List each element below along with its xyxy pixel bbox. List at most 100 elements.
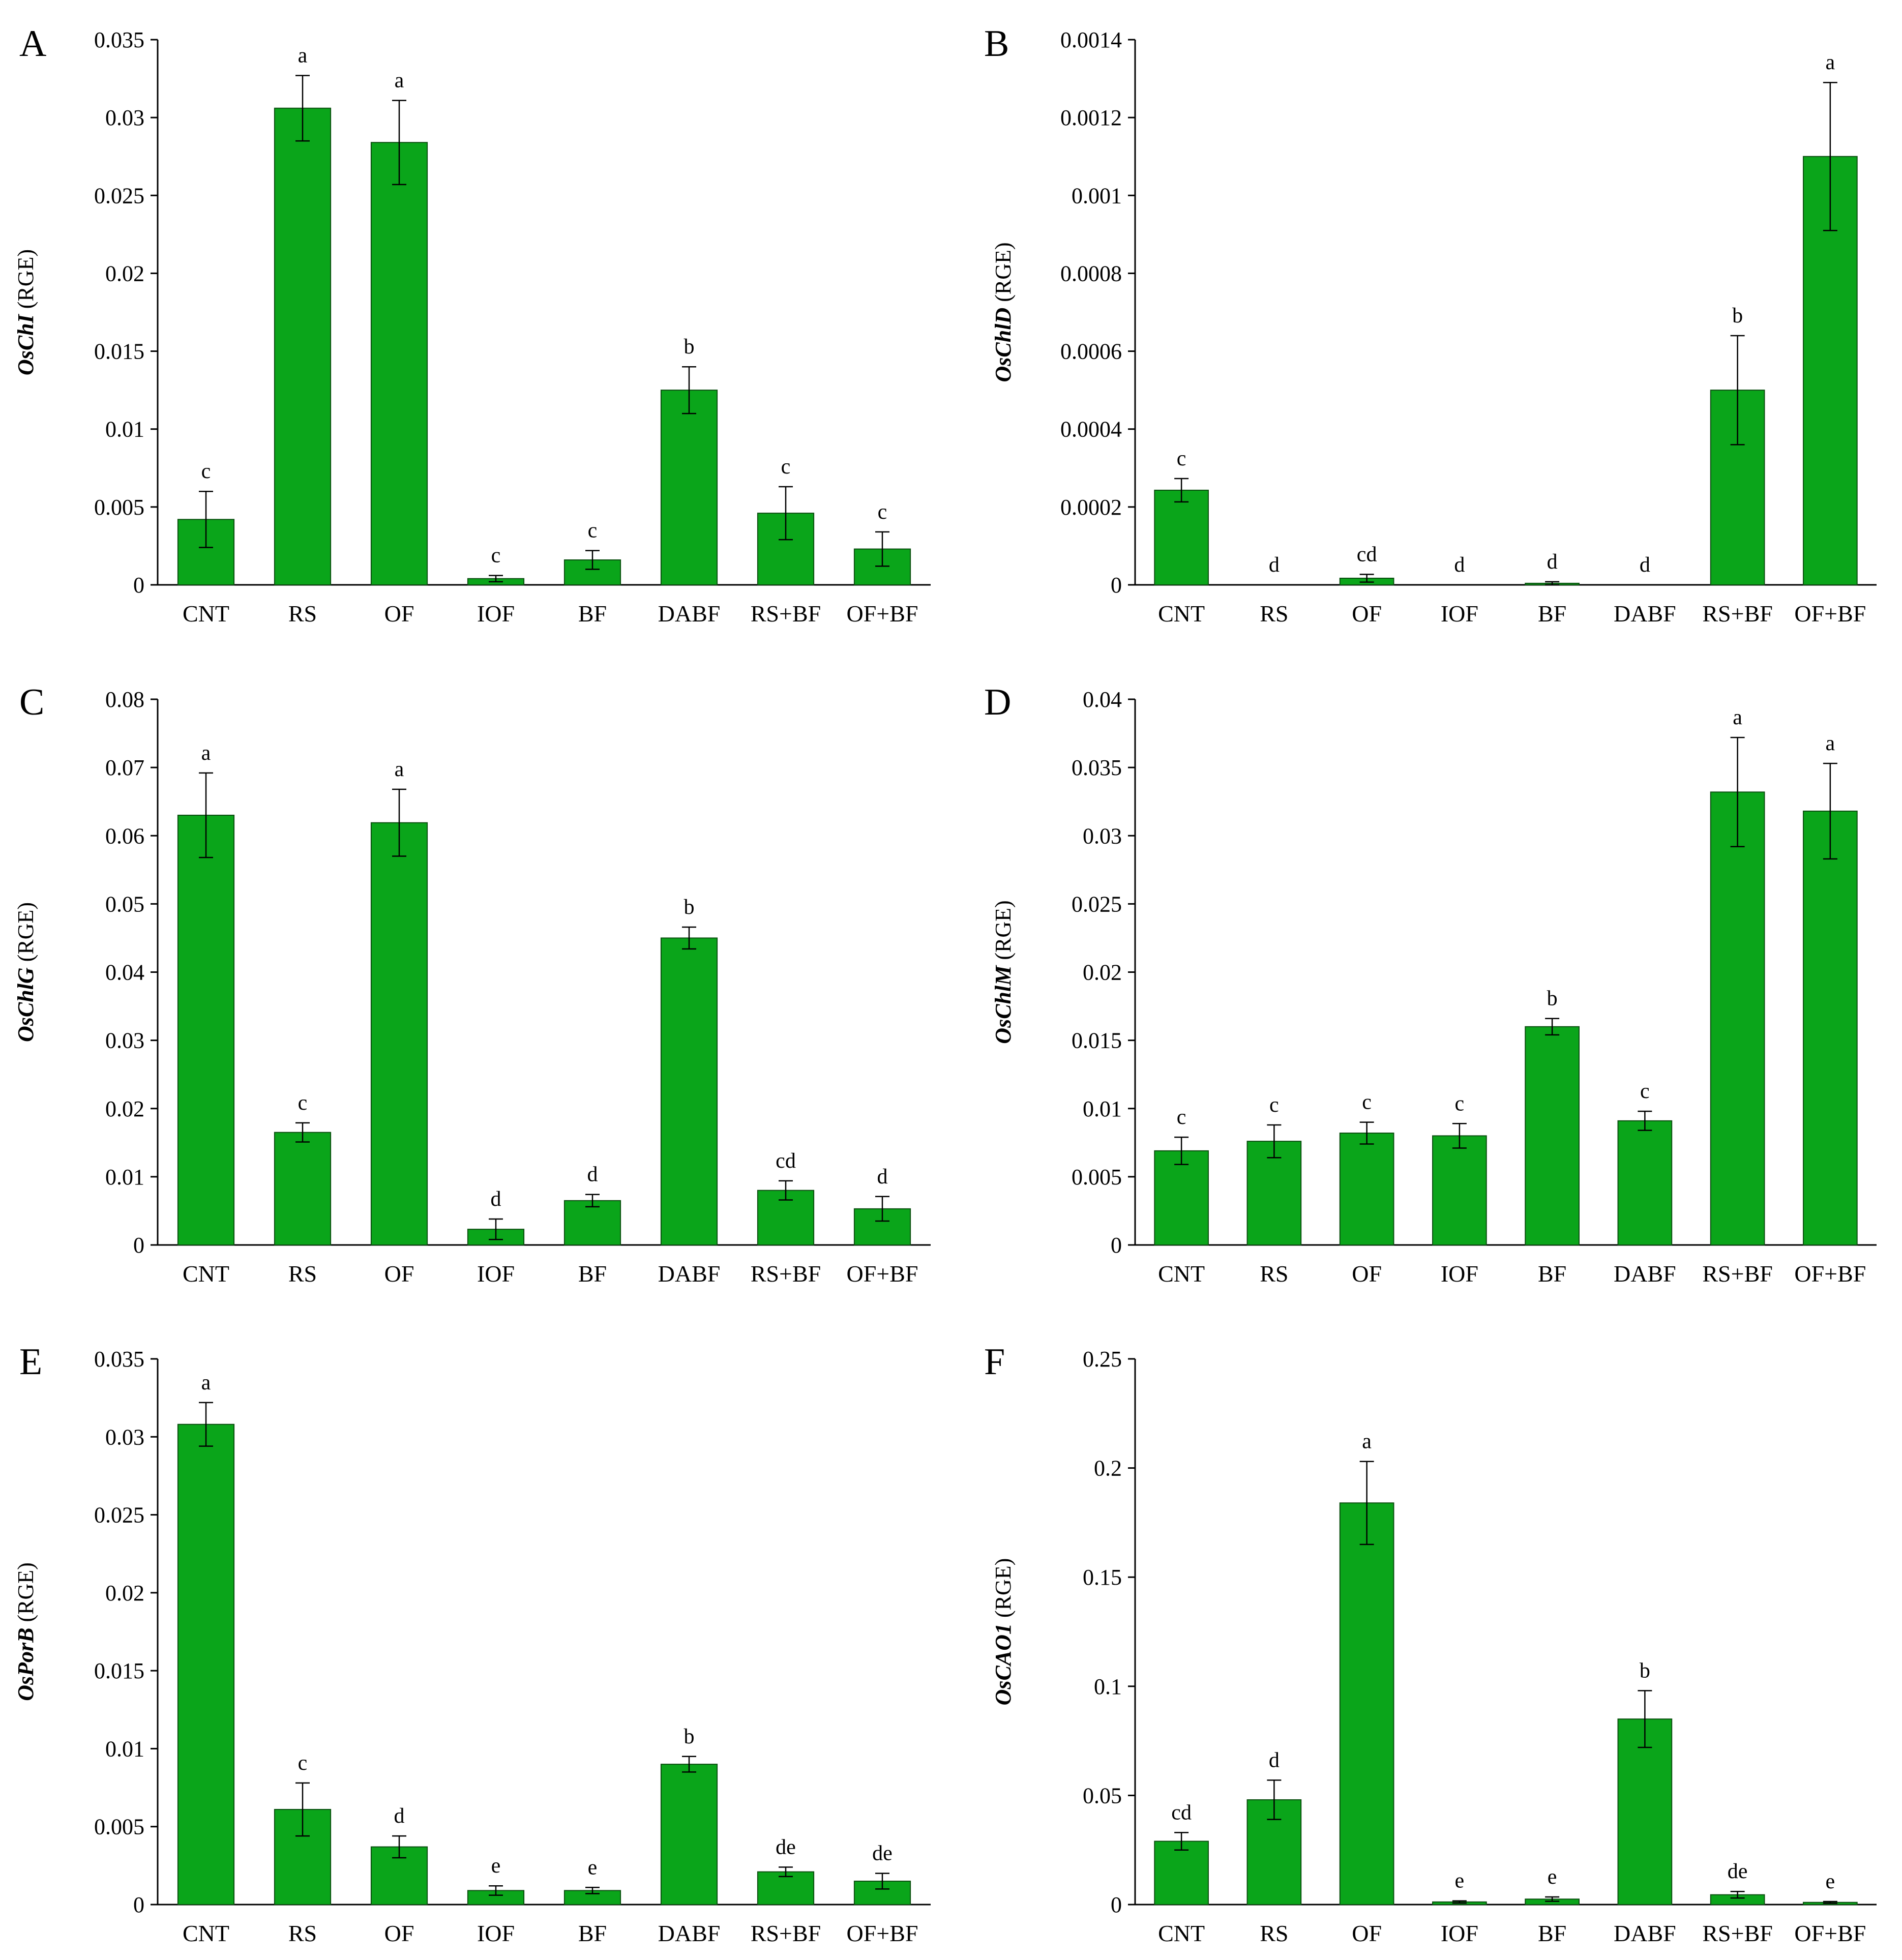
bar-DABF <box>660 937 718 1245</box>
x-tick-label: CNT <box>183 1920 229 1946</box>
error-bar-DABF <box>682 366 696 414</box>
error-bar-CNT <box>199 490 213 548</box>
error-bar-OF+BF <box>1823 762 1837 860</box>
y-axis-label: OsChI (RGE) <box>13 249 38 375</box>
y-tick-label: 0 <box>133 1892 144 1917</box>
y-tick-label: 0.05 <box>1083 1783 1122 1808</box>
significance-letter: d <box>394 1804 405 1828</box>
bar-RS+BF <box>1710 791 1765 1246</box>
significance-letter: c <box>1269 1093 1279 1117</box>
y-tick-label: 0.1 <box>1094 1674 1122 1699</box>
significance-letter: b <box>1732 304 1743 328</box>
bar-DABF <box>660 390 718 586</box>
y-tick-label: 0.0008 <box>1060 261 1122 286</box>
x-tick-label: BF <box>1538 1261 1566 1287</box>
y-tick-label: 0.03 <box>105 105 144 130</box>
bar-CNT <box>1154 1840 1209 1905</box>
significance-letter: c <box>1177 447 1186 470</box>
x-tick-label: OF+BF <box>1794 1920 1866 1946</box>
panel-C: C 0 0.01 0.02 0.03 0.04 0.05 0.06 0.07 0.08 OsChlG… <box>13 681 931 1287</box>
y-tick-label: 0.005 <box>94 495 144 520</box>
y-axis-unit: (RGE) <box>991 242 1016 302</box>
significance-letter: c <box>1177 1106 1186 1129</box>
y-tick-label: 0.07 <box>105 755 144 780</box>
panel-B: B 0 0.0002 0.0004 0.0006 0.0008 0.001 0.0012 0.0… <box>984 23 1877 627</box>
error-bar-RS+BF <box>779 1180 793 1201</box>
x-tick-label: DABF <box>1614 601 1676 627</box>
panel-letter: F <box>984 1341 1005 1383</box>
bar-CNT <box>177 815 235 1245</box>
panel-letter: D <box>984 681 1011 723</box>
x-tick-label: DABF <box>1614 1261 1676 1287</box>
y-tick-label: 0.0014 <box>1060 27 1122 52</box>
x-tick-label: CNT <box>183 601 229 627</box>
y-tick-label: 0 <box>1111 1233 1122 1258</box>
error-bar-BF <box>585 1194 600 1208</box>
panel-D: D 0 0.005 0.01 0.015 0.02 0.025 0.03 0.035 0.04 Os… <box>984 681 1877 1287</box>
significance-letter: de <box>776 1835 796 1859</box>
significance-letter: a <box>395 758 404 781</box>
significance-letter: e <box>1455 1869 1465 1893</box>
error-bar-CNT <box>199 1402 213 1447</box>
error-bar-RS <box>1267 1124 1282 1159</box>
error-bar-BF <box>1545 1896 1560 1902</box>
significance-letter: d <box>1640 553 1650 577</box>
significance-letter: d <box>1269 553 1280 577</box>
significance-letter: b <box>684 896 695 919</box>
x-tick-label: DABF <box>658 601 721 627</box>
y-tick-label: 0.015 <box>94 1658 144 1683</box>
y-tick-label: 0.02 <box>105 261 144 286</box>
significance-letter: a <box>1826 732 1835 755</box>
significance-letter: cd <box>1357 543 1377 566</box>
significance-letter: a <box>1826 51 1835 74</box>
bar-BF <box>563 1200 621 1246</box>
significance-letter: b <box>1640 1659 1650 1682</box>
y-axis-label: OsChlM (RGE) <box>991 900 1016 1044</box>
error-bar-OF+BF <box>1823 1900 1837 1904</box>
x-tick-label: RS <box>288 1261 317 1287</box>
x-tick-label: BF <box>578 601 607 627</box>
y-tick-label: 0.01 <box>105 1165 144 1190</box>
panel-A: A 0 0.005 0.01 0.015 0.02 0.025 0.03 0.035 OsChI … <box>13 23 931 627</box>
bar-OF <box>370 142 428 585</box>
x-tick-label: RS <box>1260 1920 1288 1946</box>
bar-CNT <box>177 1423 235 1905</box>
y-axis-label: OsPorB (RGE) <box>13 1562 38 1701</box>
x-tick-label: RS+BF <box>751 601 821 627</box>
x-tick-label: BF <box>578 1920 607 1946</box>
error-bar-DABF <box>682 1756 696 1773</box>
error-bar-OF+BF <box>875 1196 889 1222</box>
error-bar-RS <box>295 1782 310 1837</box>
error-bar-IOF <box>489 1885 503 1896</box>
bar-DABF <box>660 1764 718 1905</box>
significance-letter: a <box>201 1371 211 1394</box>
x-tick-label: OF+BF <box>846 1261 918 1287</box>
y-axis-gene-name: OsChI <box>13 309 38 375</box>
error-bar-IOF <box>489 1218 503 1240</box>
bar-RS <box>274 1808 332 1906</box>
significance-letter: c <box>298 1751 308 1775</box>
x-tick-label: DABF <box>658 1261 721 1287</box>
bar-RS <box>1246 1141 1302 1245</box>
y-tick-label: 0.025 <box>1072 892 1122 916</box>
y-tick-label: 0.025 <box>94 183 144 208</box>
y-axis-unit: (RGE) <box>991 900 1016 960</box>
significance-letter: b <box>684 335 695 359</box>
x-tick-label: RS <box>1260 601 1288 627</box>
significance-letter: d <box>1269 1748 1280 1772</box>
y-axis-unit: (RGE) <box>991 1558 1016 1618</box>
error-bar-RS+BF <box>1730 736 1745 847</box>
error-bar-RS <box>295 75 310 142</box>
x-tick-label: CNT <box>1158 1920 1205 1946</box>
x-tick-label: RS <box>288 1920 317 1946</box>
panel-letter: C <box>19 681 44 723</box>
y-tick-label: 0 <box>133 573 144 598</box>
significance-letter: a <box>201 741 211 765</box>
error-bar-BF <box>1545 581 1560 586</box>
panel-letter: B <box>984 23 1009 65</box>
significance-letter: c <box>588 519 598 543</box>
y-tick-label: 0.005 <box>1072 1165 1122 1190</box>
y-axis-unit: (RGE) <box>13 902 38 962</box>
significance-letter: d <box>587 1163 598 1186</box>
